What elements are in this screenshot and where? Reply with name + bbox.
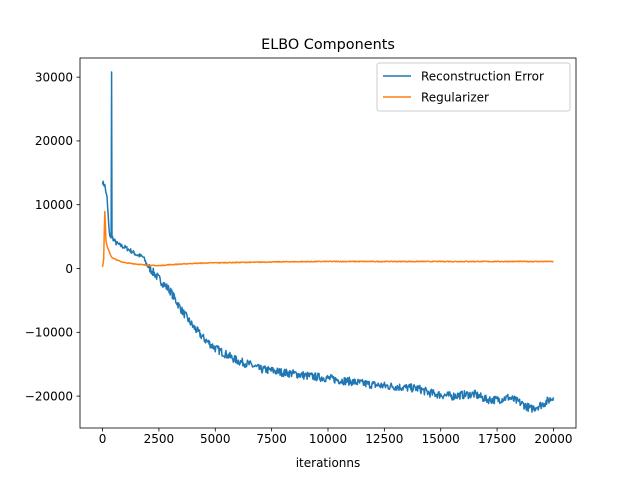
legend-label: Reconstruction Error: [421, 70, 544, 84]
legend-label: Regularizer: [421, 91, 489, 105]
series-line-reconstruction-error: [101, 71, 555, 413]
x-tick-label: 2500: [144, 432, 175, 446]
x-tick-label: 7500: [256, 432, 287, 446]
y-tick-label: −20000: [25, 389, 73, 403]
y-tick-label: 20000: [35, 134, 73, 148]
x-tick-label: 12500: [365, 432, 403, 446]
plot-area: [101, 71, 555, 413]
axes: 0 2500 5000 7500 10000 12500 15000 17500 20000 −2…: [25, 57, 577, 446]
x-tick-label: 17500: [478, 432, 516, 446]
x-tick-label: 5000: [200, 432, 231, 446]
y-tick-label: 10000: [35, 198, 73, 212]
x-tick-label: 10000: [309, 432, 347, 446]
x-tick-label: 15000: [422, 432, 460, 446]
legend-box: [376, 62, 571, 112]
x-tick-label: 0: [99, 432, 107, 446]
y-tick-label: −10000: [25, 326, 73, 340]
series-line-regularizer: [101, 210, 554, 268]
y-tick-label: 30000: [35, 70, 73, 84]
legend: Reconstruction Error Regularizer: [376, 62, 571, 112]
y-tick-label: 0: [65, 262, 73, 276]
chart-title: ELBO Components: [261, 37, 395, 53]
x-axis-label: iterationns: [296, 456, 361, 470]
x-tick-label: 20000: [534, 432, 572, 446]
